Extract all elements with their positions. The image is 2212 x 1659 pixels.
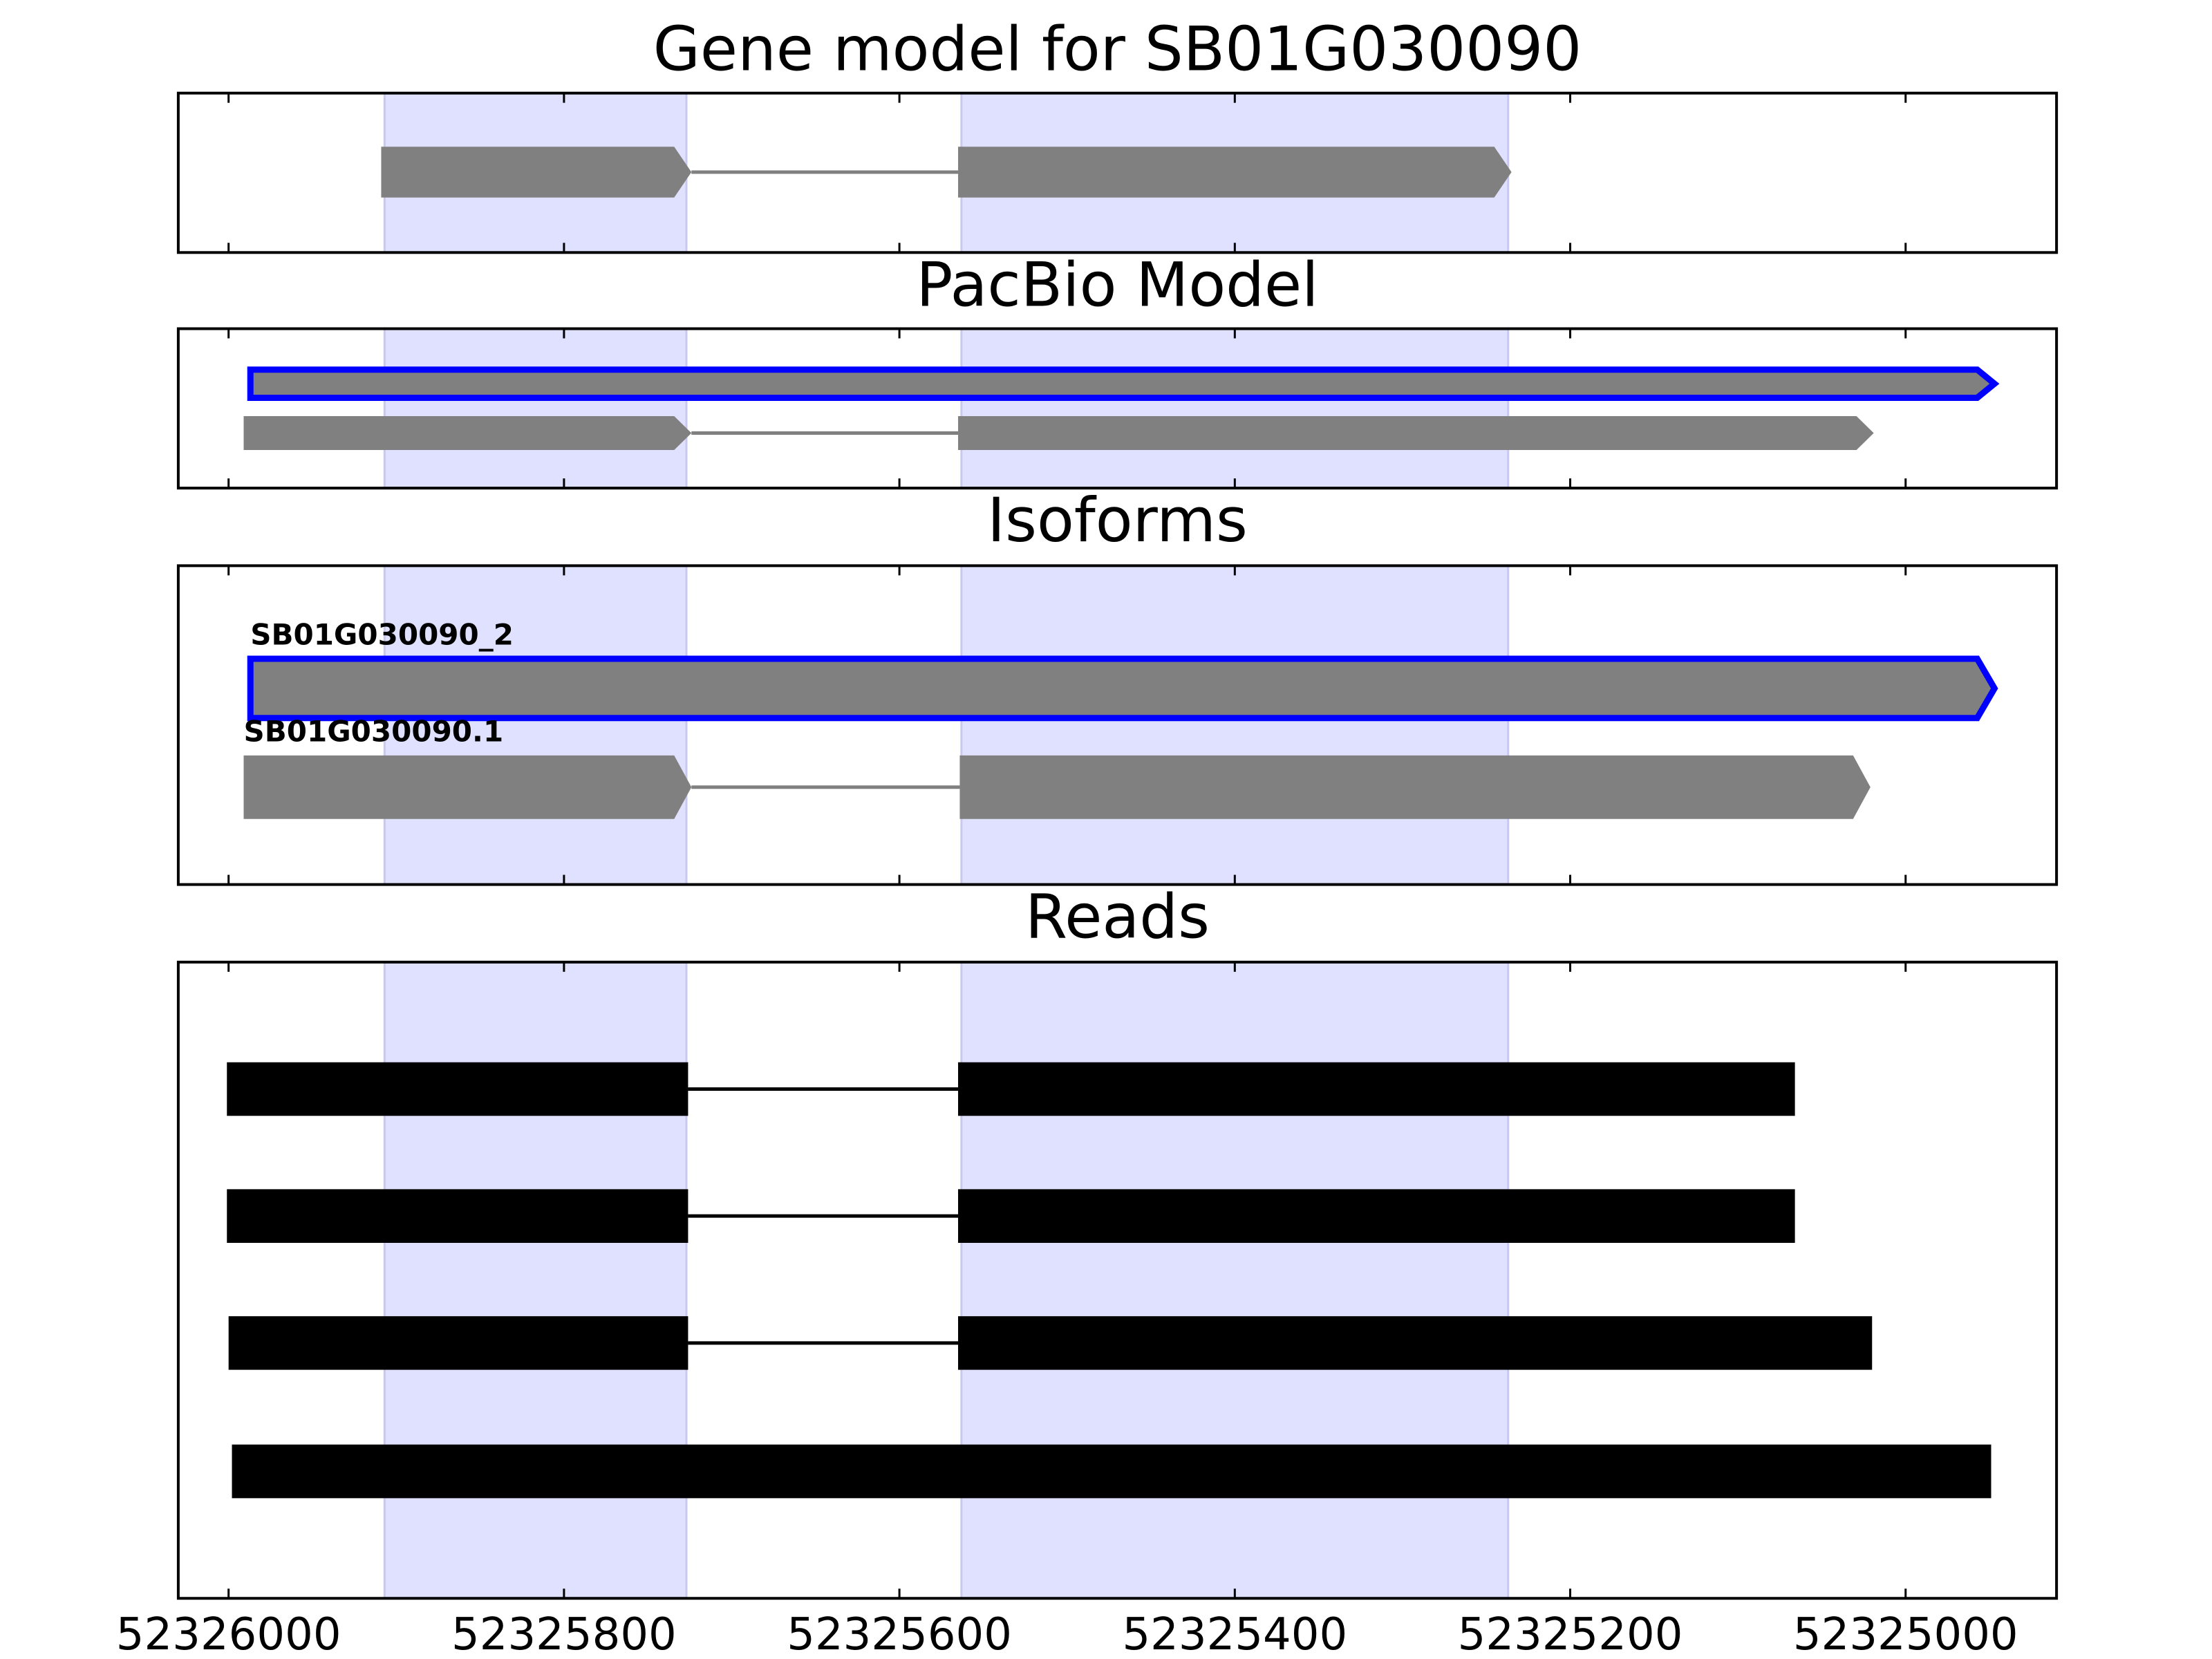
feature-label: SB01G030090.1 [244, 714, 504, 748]
x-tick-label: 52325000 [1793, 1609, 2018, 1659]
exon [958, 416, 1874, 451]
highlight-region [960, 328, 1510, 489]
panel-title: Reads [1025, 881, 1210, 953]
exon [227, 1189, 688, 1243]
exon [381, 147, 692, 198]
exon [228, 1316, 688, 1370]
exon [232, 1444, 1991, 1499]
exon [958, 1316, 1873, 1370]
exon [958, 1189, 1795, 1243]
panel-frame [176, 91, 2059, 254]
exon [243, 416, 692, 451]
x-tick-label: 52325200 [1458, 1609, 1683, 1659]
x-tick-label: 52325800 [451, 1609, 677, 1659]
exon [247, 366, 2000, 402]
panel-title: Isoforms [987, 485, 1248, 556]
exon [247, 655, 1998, 722]
highlight-region [960, 961, 1510, 1600]
exon [243, 755, 692, 819]
exon [958, 147, 1512, 198]
panel-frame [176, 960, 2059, 1600]
x-tick-label: 52325400 [1122, 1609, 1347, 1659]
exon [959, 755, 1871, 819]
highlight-region [383, 328, 688, 489]
highlight-region [383, 961, 688, 1600]
x-tick-label: 52325600 [787, 1609, 1012, 1659]
highlight-region [960, 564, 1510, 886]
x-tick-label: 52326000 [116, 1609, 341, 1659]
panel-frame [176, 327, 2059, 490]
exon [958, 1062, 1795, 1116]
panel-frame [176, 564, 2059, 886]
highlight-region [383, 564, 688, 886]
exon [227, 1062, 688, 1116]
panel-title: Gene model for SB01G030090 [653, 13, 1582, 84]
feature-label: SB01G030090_2 [250, 618, 514, 652]
panel-title: PacBio Model [916, 249, 1318, 320]
